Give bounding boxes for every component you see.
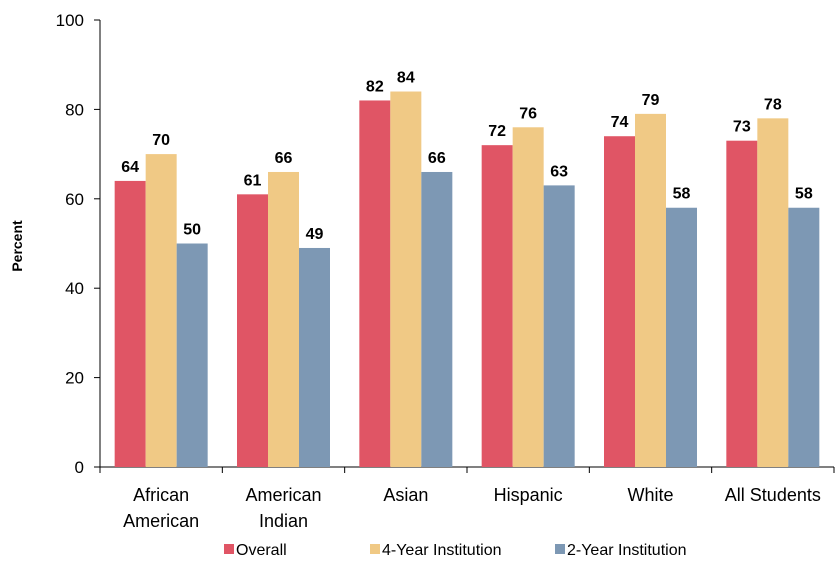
data-label: 70 (152, 132, 170, 149)
bar (237, 194, 268, 467)
bar (666, 207, 697, 468)
x-tick-label: African (133, 485, 189, 505)
data-label: 61 (244, 172, 262, 189)
bar (390, 91, 422, 468)
data-label: 76 (519, 105, 537, 122)
x-tick-label: All Students (725, 485, 821, 505)
bars (114, 91, 820, 468)
data-label: 72 (488, 123, 506, 140)
x-tick-label: Indian (259, 511, 308, 531)
y-axis: 0 20 40 60 80 100 (56, 11, 101, 477)
data-label: 73 (733, 119, 751, 136)
data-label: 50 (183, 222, 201, 239)
x-tick-label: Hispanic (494, 485, 563, 505)
bar (635, 113, 666, 468)
x-tick-label: American (245, 485, 321, 505)
bar (481, 145, 513, 467)
legend-label: Overall (236, 542, 287, 559)
bar (145, 154, 177, 467)
legend-swatch (224, 544, 234, 554)
data-label: 82 (366, 78, 384, 95)
data-label: 66 (275, 150, 293, 167)
data-label: 49 (306, 226, 324, 243)
data-label: 58 (795, 186, 813, 203)
data-label: 79 (642, 92, 660, 109)
bar (512, 127, 544, 467)
y-tick-label: 40 (65, 279, 84, 298)
bar (757, 118, 789, 467)
data-label: 58 (673, 186, 691, 203)
x-tick-label: White (627, 485, 673, 505)
bar (114, 180, 146, 468)
x-tick-label: American (123, 511, 199, 531)
y-tick-label: 100 (56, 11, 84, 30)
x-axis: African American American Indian Asian Hispan… (99, 466, 835, 531)
data-label: 63 (550, 163, 568, 180)
legend: Overall 4-Year Institution 2-Year Institut… (224, 542, 686, 559)
bar (268, 171, 299, 468)
y-tick-label: 80 (65, 100, 84, 119)
legend-label: 2-Year Institution (567, 542, 686, 559)
data-label: 78 (764, 96, 782, 113)
y-tick-label: 0 (75, 458, 84, 477)
legend-swatch (370, 544, 380, 554)
x-tick-label: Asian (383, 485, 428, 505)
data-label: 64 (121, 159, 139, 176)
bar (359, 100, 391, 468)
bar (726, 140, 758, 467)
y-axis-title: Percent (9, 220, 25, 272)
data-labels: 64 70 50 61 66 49 82 84 66 72 76 63 74 79 58 73 78 58 (121, 70, 813, 243)
bar (543, 185, 575, 467)
bar (299, 247, 330, 467)
y-tick-label: 20 (65, 369, 84, 388)
data-label: 84 (397, 70, 415, 87)
bar (176, 243, 208, 467)
bar (788, 207, 820, 468)
data-label: 74 (611, 114, 629, 131)
bar (421, 171, 453, 468)
data-label: 66 (428, 150, 446, 167)
legend-label: 4-Year Institution (382, 542, 501, 559)
y-tick-label: 60 (65, 190, 84, 209)
bar (604, 136, 635, 467)
legend-swatch (555, 544, 565, 554)
